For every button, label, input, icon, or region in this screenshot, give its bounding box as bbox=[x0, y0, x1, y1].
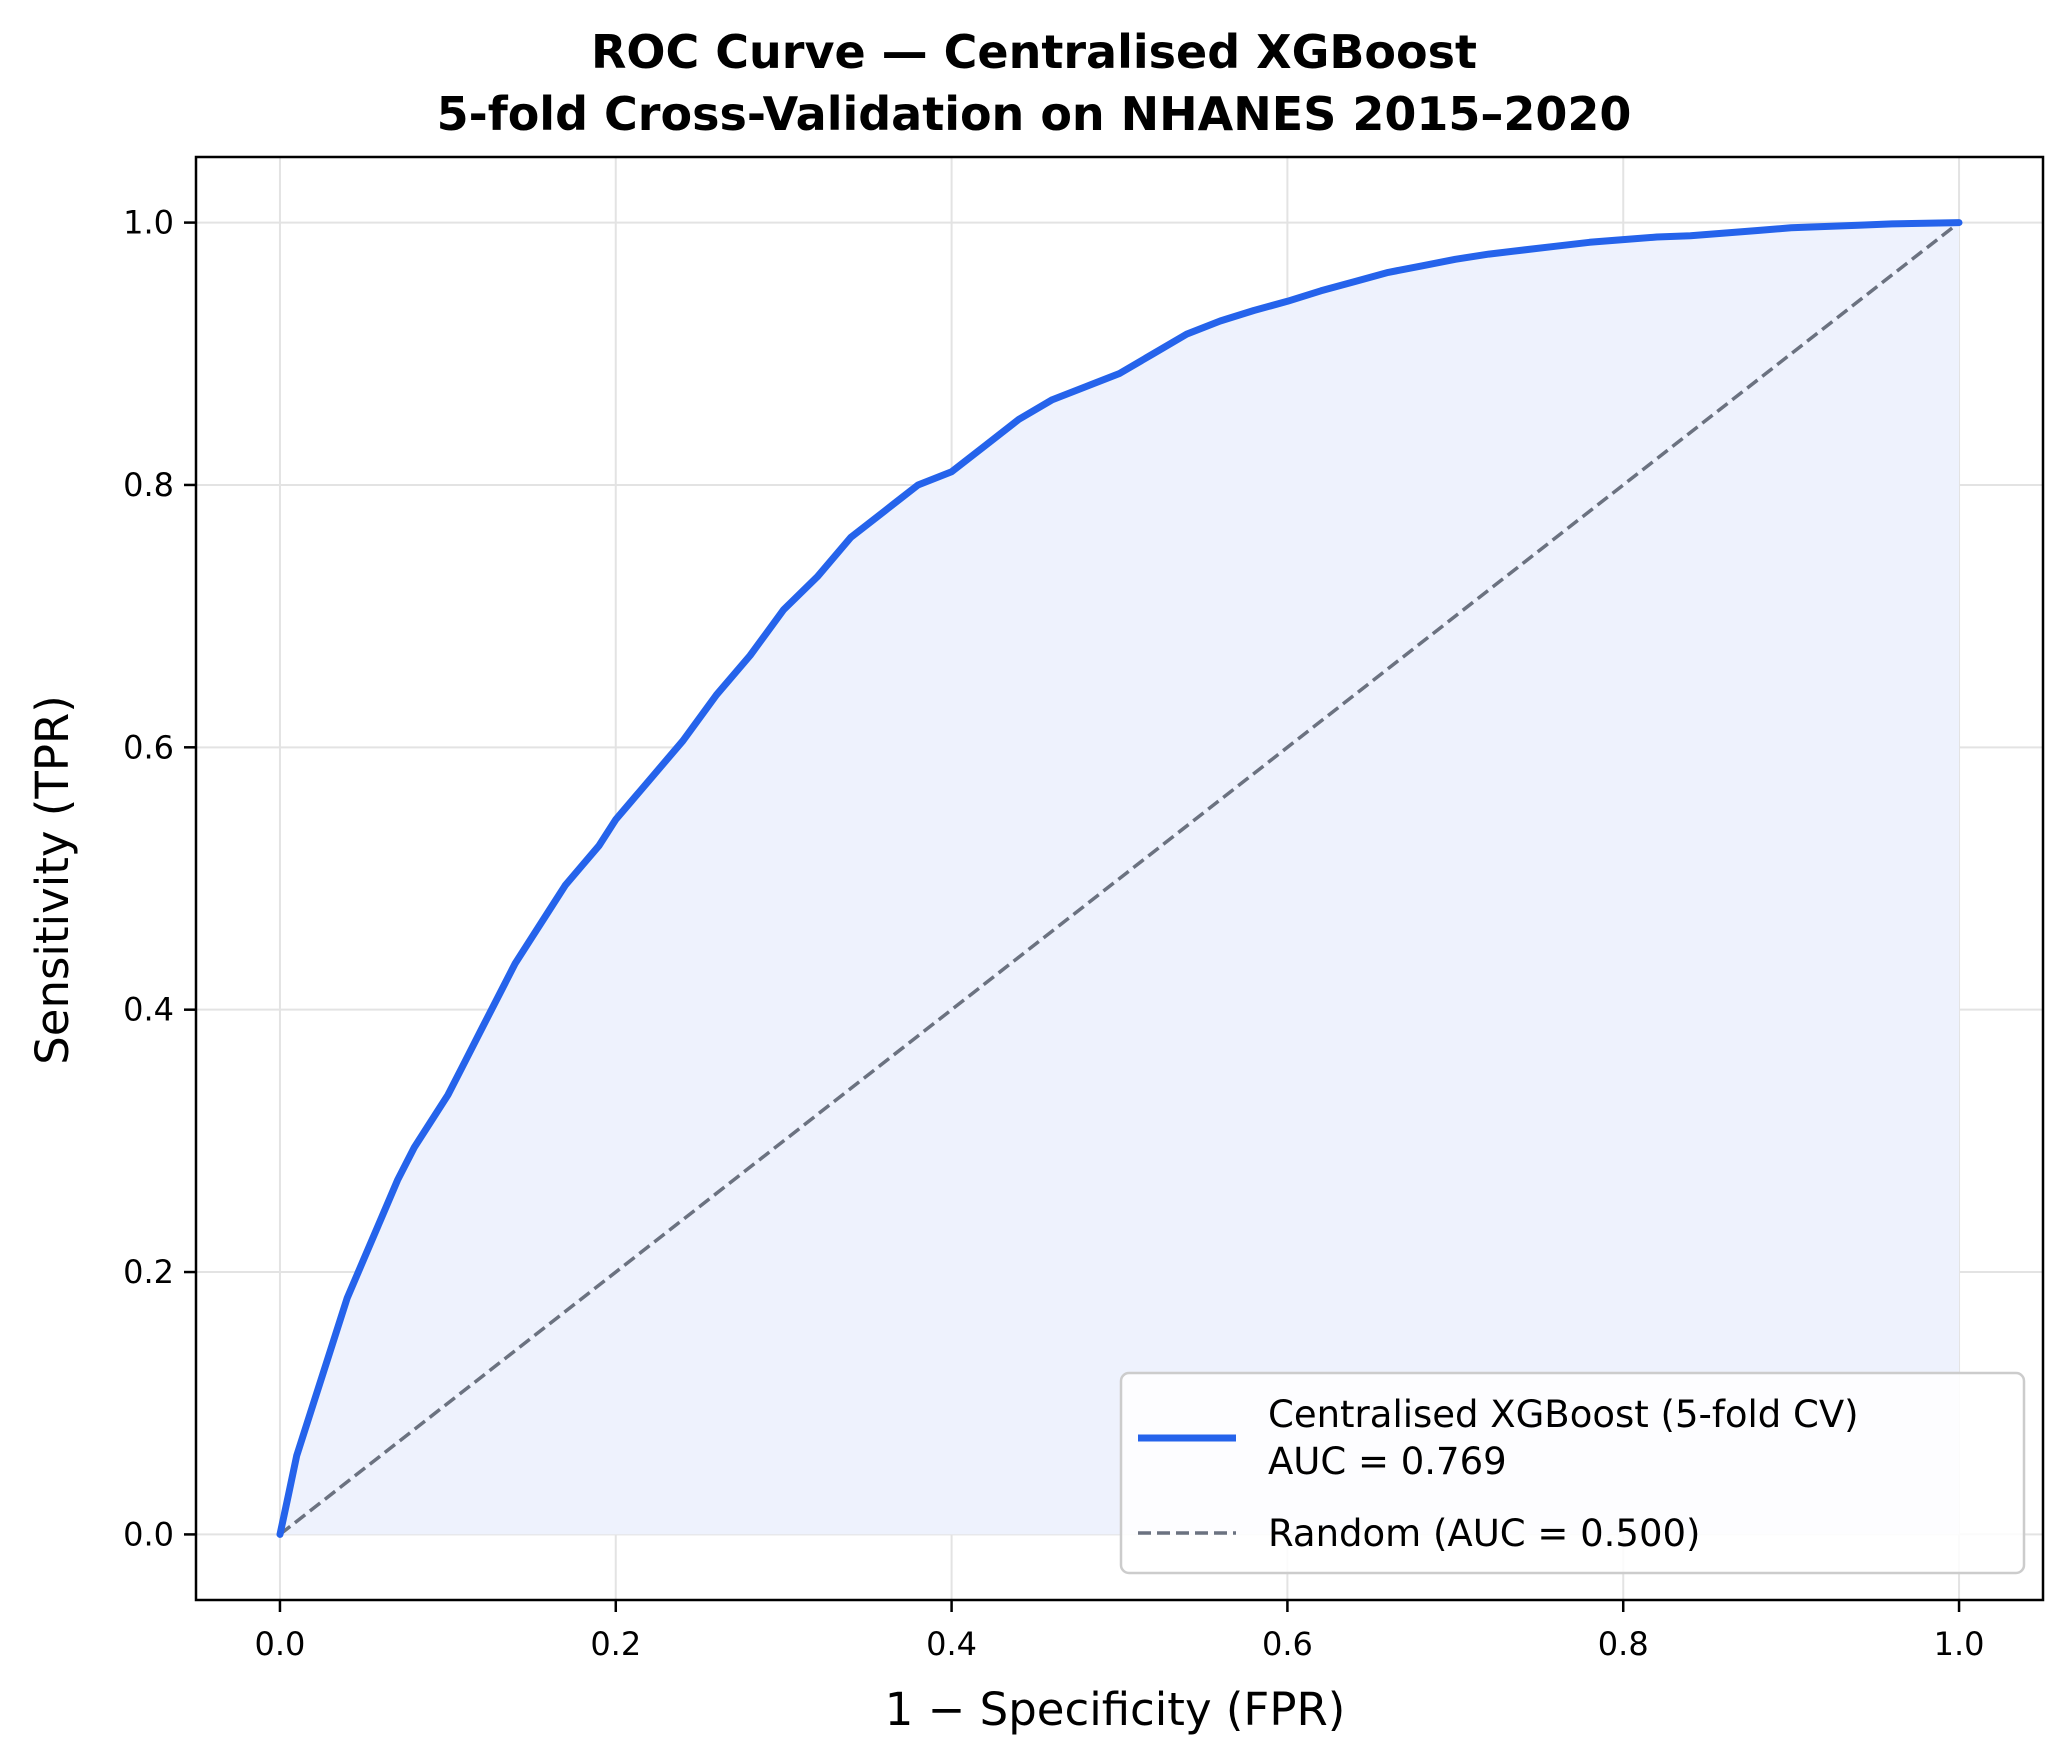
x-tick-label-5: 1.0 bbox=[1934, 1625, 1985, 1663]
x-tick-label-1: 0.2 bbox=[590, 1625, 641, 1663]
x-axis-ticks: 0.0 0.2 0.4 0.6 0.8 1.0 bbox=[255, 1600, 1985, 1663]
y-tick-label-0: 0.0 bbox=[123, 1515, 174, 1553]
x-tick-label-4: 0.8 bbox=[1598, 1625, 1649, 1663]
y-axis-ticks: 0.0 0.2 0.4 0.6 0.8 1.0 bbox=[123, 204, 196, 1553]
y-tick-label-3: 0.6 bbox=[123, 728, 174, 766]
random-diagonal-line bbox=[278, 221, 1961, 1536]
chart-title: ROC Curve — Centralised XGBoost bbox=[591, 25, 1477, 79]
y-tick-label-1: 0.2 bbox=[123, 1253, 174, 1291]
legend: Centralised XGBoost (5-fold CV) AUC = 0.… bbox=[1119, 1371, 2026, 1575]
y-tick-label-4: 0.8 bbox=[123, 466, 174, 504]
y-axis-label: Sensitivity (TPR) bbox=[26, 695, 79, 1065]
legend-roc-label-line1: Centralised XGBoost (5-fold CV) bbox=[1268, 1393, 1859, 1436]
plot-frame bbox=[194, 155, 2045, 1602]
x-axis-label: 1 − Specificity (FPR) bbox=[885, 1683, 1346, 1736]
x-tick-label-0: 0.0 bbox=[255, 1625, 306, 1663]
y-tick-label-2: 0.4 bbox=[123, 991, 174, 1029]
chart-subtitle: 5-fold Cross-Validation on NHANES 2015–2… bbox=[437, 87, 1632, 141]
x-tick-label-2: 0.4 bbox=[926, 1625, 977, 1663]
roc-curve-line bbox=[276, 219, 1963, 1538]
x-tick-label-3: 0.6 bbox=[1262, 1625, 1313, 1663]
y-tick-label-5: 1.0 bbox=[123, 204, 174, 242]
legend-random-label: Random (AUC = 0.500) bbox=[1268, 1512, 1701, 1555]
legend-roc-label-line2: AUC = 0.769 bbox=[1268, 1440, 1507, 1483]
legend-box bbox=[1119, 1371, 2026, 1575]
